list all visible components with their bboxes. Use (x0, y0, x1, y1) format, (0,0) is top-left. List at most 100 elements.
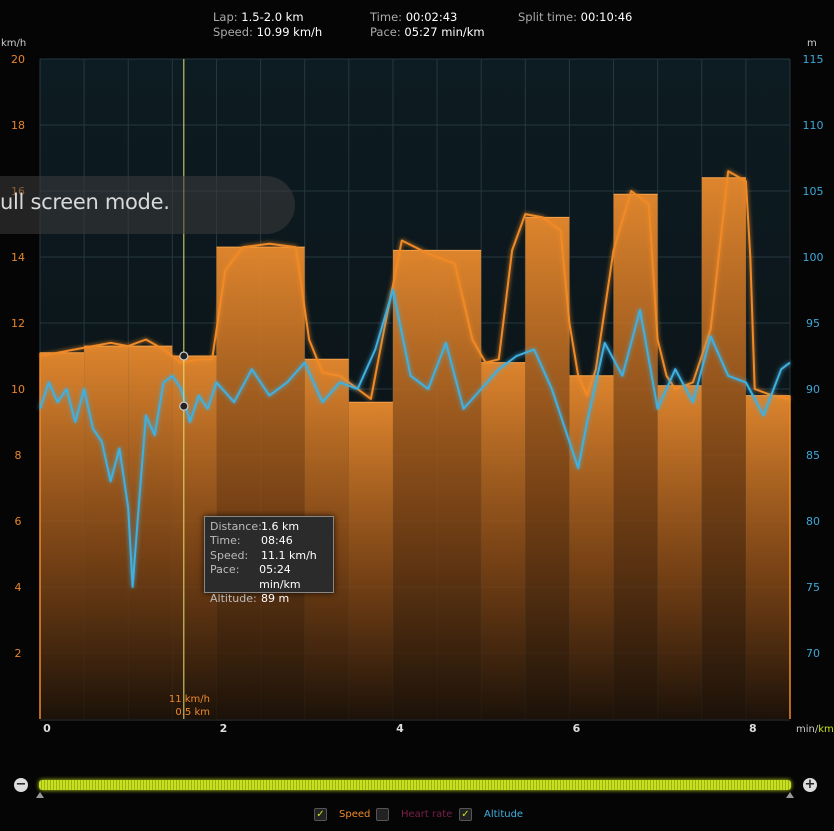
x-unit-min: min/ (796, 724, 819, 735)
position-marker[interactable] (179, 59, 189, 719)
toast-text: ull screen mode. (0, 190, 170, 214)
lap-bar (216, 247, 305, 719)
lap-bar (84, 346, 129, 719)
slider-right-handle[interactable] (786, 792, 794, 798)
fullscreen-toast: ull screen mode. (0, 176, 295, 234)
lap-bar (701, 177, 746, 720)
tooltip-key: Distance: (210, 520, 262, 533)
left-tick-label: 14 (11, 251, 25, 264)
left-axis: 2468101214161820 (11, 53, 25, 660)
lap-bar (569, 375, 614, 719)
marker-speed-label: 11 km/h (168, 694, 210, 705)
tooltip-row: Pace: 05:24 min/km (210, 563, 333, 592)
right-tick-label: 90 (806, 383, 820, 396)
left-tick-label: 20 (11, 53, 25, 66)
speed-line (39, 170, 791, 400)
speed-value: 10.99 km/h (256, 25, 323, 39)
right-tick-label: 105 (803, 185, 824, 198)
lap-bars (39, 177, 791, 720)
altitude-checkbox[interactable]: ✓ (459, 808, 472, 821)
tooltip-value: 1.6 km (261, 520, 300, 533)
split-label: Split time: (518, 10, 578, 24)
tooltip-value: 11.1 km/h (261, 548, 317, 562)
legend-altitude[interactable]: ✓ Altitude (459, 808, 523, 821)
zoom-slider[interactable]: − + (14, 772, 824, 800)
right-tick-label: 80 (806, 515, 820, 528)
tooltip-row: Distance: 1.6 km (210, 520, 333, 534)
split-value: 00:10:46 (580, 10, 633, 24)
tooltip-value: 08:46 (261, 534, 293, 548)
tooltip-key: Time: (210, 534, 241, 548)
lap-bar (657, 385, 702, 719)
right-axis: 70 75 80 85 90 95 100 105 110 115 (803, 53, 824, 660)
zoom-in-icon[interactable]: + (803, 777, 817, 792)
lap-bar (40, 352, 85, 719)
x-axis: 0 2 4 6 8 (40, 719, 790, 735)
legend-heart-rate[interactable]: Heart rate (376, 808, 452, 821)
legend-heart-rate-label: Heart rate (401, 809, 453, 820)
lap-label: Lap: (213, 10, 238, 24)
tooltip-row: Time: 08:46 (210, 534, 333, 548)
series-lines (39, 170, 791, 588)
tooltip-row: Altitude: 89 m (210, 592, 333, 606)
workout-chart[interactable]: 2468101214161820 70758085909510010511011… (0, 0, 834, 770)
x-unit-km: km (818, 724, 834, 735)
speed-point (179, 351, 189, 361)
tooltip-value: 89 m (261, 592, 290, 606)
right-tick-label: 100 (803, 251, 824, 264)
slider-track[interactable] (39, 780, 791, 790)
right-tick-label: 85 (806, 449, 820, 462)
speed-checkbox[interactable]: ✓ (314, 808, 327, 821)
tooltip-key: Altitude: (210, 592, 257, 606)
tooltip-value: 05:24 min/km (259, 563, 301, 591)
right-tick-label: 95 (806, 317, 820, 330)
x-tick-label: 4 (396, 722, 404, 735)
pace-label: Pace: (370, 25, 401, 39)
altitude-point (179, 401, 189, 411)
lap-bar (348, 402, 393, 719)
lap-bar (613, 194, 658, 720)
lap-bar (525, 217, 570, 719)
left-tick-label: 8 (15, 449, 22, 462)
marker-distance-label: 0.5 km (175, 707, 210, 718)
slider-left-handle[interactable] (36, 792, 44, 798)
tooltip-row: Speed: 11.1 km/h (210, 549, 333, 563)
x-tick-label: 0 (43, 722, 51, 735)
tooltip-key: Speed: (210, 548, 249, 562)
legend-altitude-label: Altitude (484, 809, 524, 820)
lap-bar (745, 395, 790, 719)
speed-label: Speed: (213, 25, 253, 39)
right-tick-label: 115 (803, 53, 824, 66)
left-tick-label: 4 (15, 581, 22, 594)
legend: ✓ Speed Heart rate ✓ Altitude (0, 808, 834, 824)
right-tick-label: 75 (806, 581, 820, 594)
time-value: 00:02:43 (405, 10, 458, 24)
lap-info: Lap: 1.5-2.0 km Speed: 10.99 km/h (213, 10, 322, 40)
zoom-out-icon[interactable]: − (14, 777, 28, 792)
data-tooltip: Distance: 1.6 km Time: 08:46 Speed: 11.1 km… (204, 516, 334, 605)
x-tick-label: 2 (220, 722, 228, 735)
heart-rate-checkbox[interactable] (376, 808, 389, 821)
time-info: Time: 00:02:43 Pace: 05:27 min/km (370, 10, 485, 40)
lap-bar (481, 362, 526, 719)
left-unit-label: km/h (1, 38, 27, 49)
legend-speed-label: Speed (339, 809, 371, 820)
x-tick-label: 6 (573, 722, 581, 735)
x-tick-label: 8 (749, 722, 757, 735)
lap-bar (128, 346, 173, 719)
left-tick-label: 18 (11, 119, 25, 132)
tooltip-key: Pace: (210, 563, 240, 577)
left-tick-label: 10 (11, 383, 25, 396)
split-info: Split time: 00:10:46 (518, 10, 632, 25)
legend-speed[interactable]: ✓ Speed (314, 808, 370, 821)
time-label: Time: (370, 10, 403, 24)
left-tick-label: 6 (15, 515, 22, 528)
lap-bar (392, 250, 482, 719)
x-unit-label: min/km (796, 724, 834, 735)
left-tick-label: 2 (15, 647, 22, 660)
right-tick-label: 110 (803, 119, 824, 132)
right-tick-label: 70 (806, 647, 820, 660)
pace-value: 05:27 min/km (404, 25, 485, 39)
lap-value: 1.5-2.0 km (241, 10, 304, 24)
right-unit-label: m (807, 38, 817, 49)
